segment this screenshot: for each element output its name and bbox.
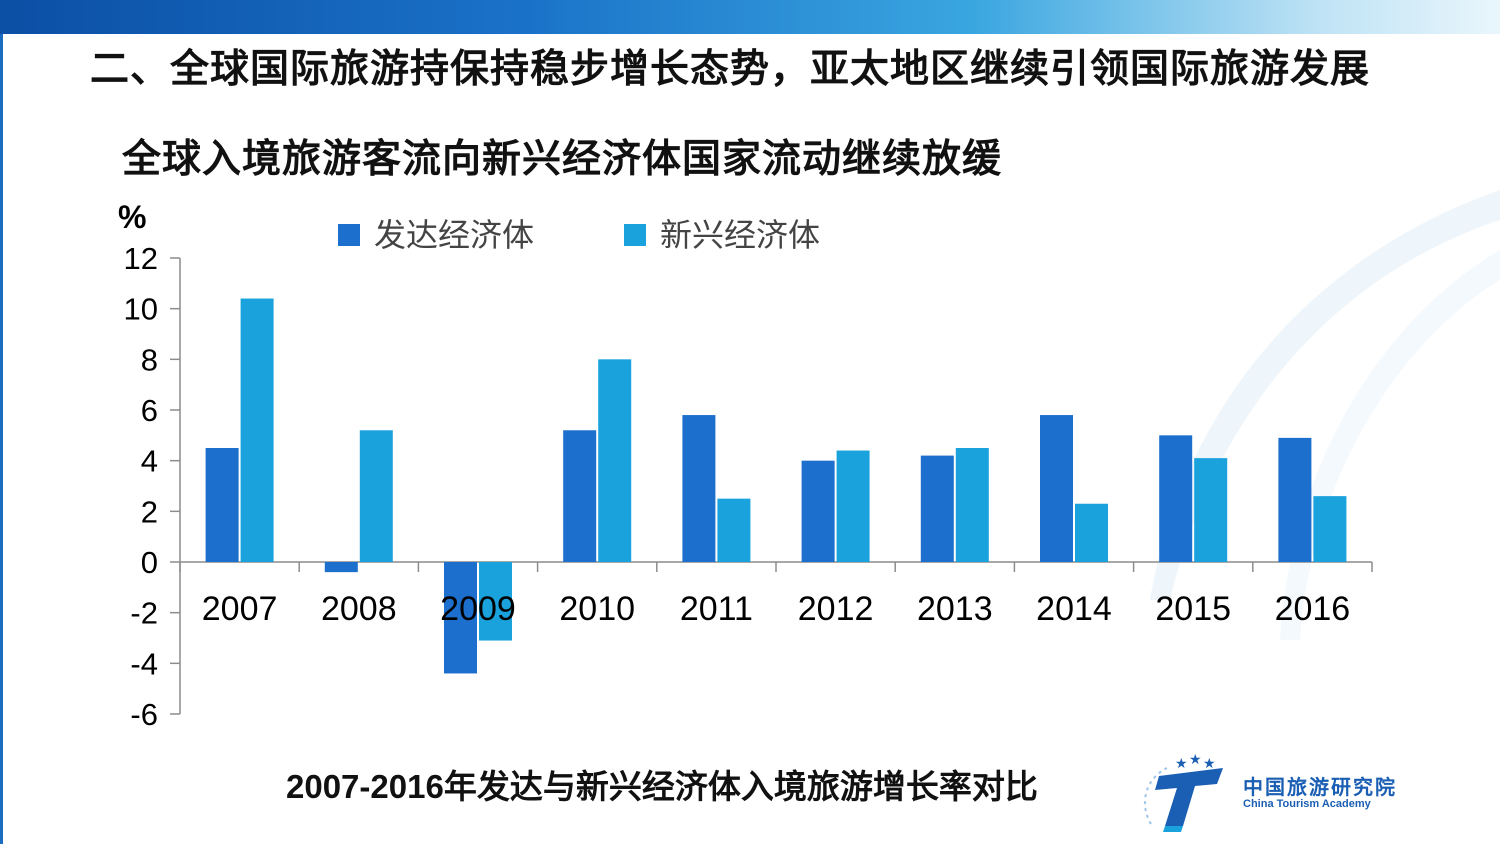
cta-star-t-icon: ★ ★ ★ — [1143, 754, 1223, 832]
chart-bars — [205, 298, 1347, 674]
x-tick-label: 2009 — [440, 590, 516, 628]
bar-emerging-2016 — [1313, 496, 1347, 562]
x-tick-label: 2010 — [559, 590, 635, 628]
bar-emerging-2015 — [1194, 458, 1228, 562]
y-tick-label: 2 — [141, 494, 158, 529]
svg-text:★: ★ — [1203, 756, 1216, 772]
x-axis-labels: 2007 2008 2009 2010 2011 2012 2013 2014 2015 2016 — [202, 590, 1350, 628]
y-axis-labels: 12 10 8 6 4 2 0 -2 -4 -6 — [124, 241, 158, 732]
legend-swatch — [338, 224, 360, 246]
logo-chinese-name: 中国旅游研究院 — [1243, 775, 1397, 799]
bar-emerging-2007 — [240, 298, 274, 562]
bar-developed-2013 — [920, 455, 954, 562]
x-tick-label: 2013 — [917, 590, 993, 628]
chart-legend: 发达经济体 新兴经济体 — [338, 216, 820, 254]
logo-english-name: China Tourism Academy — [1243, 798, 1371, 810]
y-unit-label: % — [118, 199, 146, 235]
bar-developed-2011 — [682, 415, 716, 562]
svg-text:★: ★ — [1189, 754, 1202, 768]
top-banner-bar — [0, 0, 1500, 34]
bar-emerging-2012 — [836, 450, 870, 562]
legend-label: 发达经济体 — [374, 216, 534, 254]
y-tick-label: -6 — [130, 697, 158, 732]
legend-label: 新兴经济体 — [660, 216, 820, 254]
y-tick-label: 6 — [141, 393, 158, 428]
x-tick-label: 2011 — [680, 590, 753, 628]
bar-developed-2012 — [801, 460, 835, 562]
bar-developed-2007 — [205, 448, 239, 562]
bar-emerging-2011 — [717, 498, 751, 562]
bar-developed-2009 — [444, 562, 477, 674]
x-tick-label: 2014 — [1036, 590, 1112, 628]
bar-developed-2014 — [1040, 415, 1073, 562]
svg-text:★: ★ — [1175, 756, 1188, 772]
chart-caption: 2007-2016年发达与新兴经济体入境旅游增长率对比 — [286, 768, 1038, 805]
left-accent-rule — [0, 34, 3, 844]
x-tick-label: 2015 — [1155, 590, 1231, 628]
x-tick-label: 2007 — [202, 590, 278, 628]
bar-emerging-2009 — [479, 562, 512, 641]
bar-emerging-2008 — [359, 430, 393, 562]
bar-emerging-2013 — [955, 448, 989, 562]
bar-emerging-2014 — [1075, 503, 1108, 562]
legend-swatch — [624, 224, 646, 246]
bar-emerging-2010 — [598, 359, 632, 562]
bar-developed-2016 — [1278, 437, 1312, 562]
y-tick-label: 0 — [141, 545, 158, 580]
y-tick-label: 8 — [141, 342, 158, 377]
bar-developed-2008 — [324, 562, 358, 573]
chart-title: 全球入境旅游客流向新兴经济体国家流动继续放缓 — [122, 137, 1003, 182]
y-tick-label: 4 — [141, 444, 158, 479]
bar-developed-2015 — [1159, 435, 1193, 562]
y-tick-label: -2 — [130, 596, 158, 631]
bar-developed-2010 — [563, 430, 597, 562]
x-tick-label: 2016 — [1275, 590, 1351, 628]
x-tick-label: 2012 — [798, 590, 874, 628]
china-tourism-academy-logo: ★ ★ ★ 中国旅游研究院 China Tourism Academy — [1135, 754, 1465, 834]
x-tick-label: 2008 — [321, 590, 397, 628]
y-tick-label: 12 — [124, 241, 158, 276]
y-tick-label: 10 — [124, 292, 158, 327]
slide-title: 二、全球国际旅游持保持稳步增长态势，亚太地区继续引领国际旅游发展 — [90, 47, 1371, 92]
y-tick-label: -4 — [130, 646, 158, 681]
